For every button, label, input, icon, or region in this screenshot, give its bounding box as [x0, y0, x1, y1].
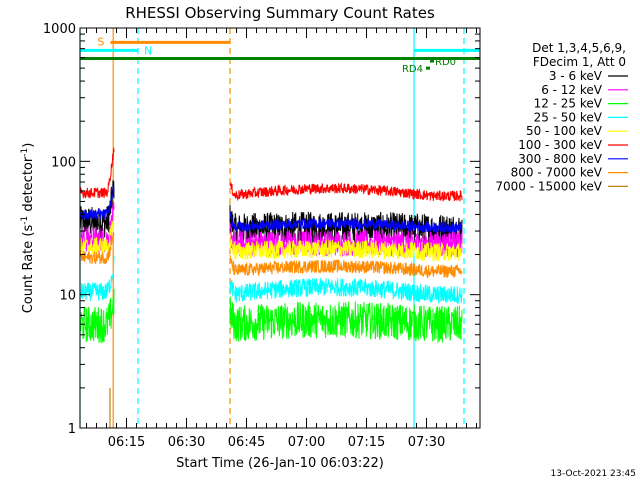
series-line [79, 232, 115, 265]
y-axis: 1 10 100 1000 [43, 22, 480, 437]
footer-date: 13-Oct-2021 23:45 [551, 469, 636, 479]
flag-label: N [144, 44, 152, 57]
legend: Det 1,3,4,5,6,9, FDecim 1, Att 0 3 - 6 k… [495, 41, 628, 193]
flag-label: RD0 [435, 57, 456, 68]
chart-title: RHESSI Observing Summary Count Rates [125, 4, 435, 22]
series-line [229, 182, 463, 202]
plot-frame [79, 27, 481, 429]
legend-label: 800 - 7000 keV [511, 166, 603, 180]
legend-label: 300 - 800 keV [518, 152, 602, 166]
y-tick-label: 10 [59, 289, 76, 304]
series-line [229, 234, 463, 262]
series-line [79, 288, 115, 343]
legend-header-line-2: FDecim 1, Att 0 [533, 55, 626, 69]
legend-header-line-1: Det 1,3,4,5,6,9, [532, 41, 626, 55]
legend-label: 12 - 25 keV [534, 97, 603, 111]
legend-label: 25 - 50 keV [534, 110, 603, 124]
observing-flags: S N RD0 RD4 [80, 35, 480, 75]
series-line [229, 212, 463, 234]
flag-label: S [97, 35, 104, 48]
data-series [79, 147, 463, 428]
x-tick-label: 07:30 [408, 435, 445, 450]
series-line [79, 256, 115, 302]
legend-label: 50 - 100 keV [526, 124, 603, 138]
x-tick-label: 06:45 [228, 435, 265, 450]
x-tick-label: 07:00 [288, 435, 325, 450]
legend-label: 100 - 300 keV [518, 138, 602, 152]
series-line [229, 277, 463, 304]
y-tick-label: 1000 [43, 22, 76, 37]
y-tick-label: 1 [68, 422, 76, 437]
series-line [79, 147, 115, 199]
series-line [229, 296, 463, 343]
y-axis-label: Count Rate (s-1 detector-1) [20, 143, 36, 314]
x-tick-label: 06:15 [108, 435, 145, 450]
x-axis-label: Start Time (26-Jan-10 06:03:22) [176, 456, 384, 471]
x-axis: 06:15 06:30 06:45 07:00 07:15 07:30 [86, 28, 478, 450]
y-tick-label: 100 [51, 155, 76, 170]
flag-label: RD4 [402, 64, 423, 75]
x-tick-label: 06:30 [168, 435, 205, 450]
legend-label: 7000 - 15000 keV [495, 179, 602, 193]
series-line [229, 254, 463, 279]
x-tick-label: 07:15 [348, 435, 385, 450]
legend-label: 3 - 6 keV [549, 69, 603, 83]
series-line [79, 185, 115, 221]
legend-label: 6 - 12 keV [541, 83, 603, 97]
